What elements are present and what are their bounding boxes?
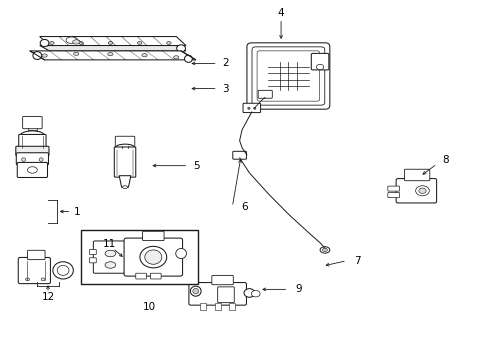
FancyBboxPatch shape <box>246 43 329 109</box>
FancyBboxPatch shape <box>258 90 272 98</box>
Ellipse shape <box>66 37 77 43</box>
Ellipse shape <box>140 246 166 268</box>
Ellipse shape <box>253 107 255 109</box>
Text: 7: 7 <box>353 256 360 266</box>
Ellipse shape <box>105 262 116 268</box>
Ellipse shape <box>144 250 162 264</box>
FancyBboxPatch shape <box>124 238 182 276</box>
Ellipse shape <box>107 53 113 56</box>
Ellipse shape <box>166 41 171 44</box>
Text: 2: 2 <box>222 58 229 68</box>
Bar <box>200 303 205 310</box>
Ellipse shape <box>322 248 327 252</box>
Text: 8: 8 <box>441 155 447 165</box>
Polygon shape <box>40 45 185 51</box>
FancyBboxPatch shape <box>17 162 47 177</box>
FancyBboxPatch shape <box>188 283 246 305</box>
FancyBboxPatch shape <box>93 241 124 273</box>
FancyBboxPatch shape <box>115 136 135 147</box>
Ellipse shape <box>320 247 329 253</box>
Ellipse shape <box>176 45 185 52</box>
Ellipse shape <box>42 54 47 57</box>
Ellipse shape <box>173 56 179 59</box>
Ellipse shape <box>115 144 135 151</box>
FancyBboxPatch shape <box>16 153 48 165</box>
FancyBboxPatch shape <box>251 47 324 105</box>
Ellipse shape <box>74 52 79 55</box>
Ellipse shape <box>50 41 54 44</box>
Ellipse shape <box>184 55 192 62</box>
Polygon shape <box>30 51 195 60</box>
Polygon shape <box>119 176 131 187</box>
Ellipse shape <box>40 40 49 46</box>
FancyBboxPatch shape <box>150 273 161 279</box>
FancyBboxPatch shape <box>114 147 136 177</box>
Ellipse shape <box>53 262 73 279</box>
Ellipse shape <box>316 64 323 70</box>
FancyBboxPatch shape <box>18 257 50 284</box>
FancyBboxPatch shape <box>211 275 233 285</box>
FancyBboxPatch shape <box>232 151 246 159</box>
Ellipse shape <box>247 107 249 109</box>
FancyBboxPatch shape <box>27 250 45 260</box>
Ellipse shape <box>105 250 116 257</box>
Ellipse shape <box>20 131 45 141</box>
Ellipse shape <box>137 41 142 44</box>
Bar <box>229 303 235 310</box>
FancyBboxPatch shape <box>142 231 163 240</box>
Ellipse shape <box>142 54 147 57</box>
FancyBboxPatch shape <box>243 103 260 113</box>
Ellipse shape <box>251 291 260 297</box>
Ellipse shape <box>21 158 25 161</box>
Text: 10: 10 <box>142 302 156 312</box>
Ellipse shape <box>192 288 198 294</box>
Ellipse shape <box>25 278 29 281</box>
Text: 1: 1 <box>74 207 81 217</box>
FancyBboxPatch shape <box>404 169 429 181</box>
FancyBboxPatch shape <box>311 53 328 70</box>
Text: 3: 3 <box>222 84 229 94</box>
FancyBboxPatch shape <box>89 258 96 263</box>
Ellipse shape <box>190 286 201 296</box>
FancyBboxPatch shape <box>16 146 49 156</box>
Ellipse shape <box>41 278 45 281</box>
FancyBboxPatch shape <box>387 186 399 191</box>
Bar <box>81 230 198 284</box>
Ellipse shape <box>175 248 186 258</box>
Bar <box>214 303 220 310</box>
FancyBboxPatch shape <box>136 273 146 279</box>
FancyBboxPatch shape <box>89 249 96 255</box>
Text: 6: 6 <box>241 202 247 212</box>
FancyBboxPatch shape <box>395 179 436 203</box>
FancyBboxPatch shape <box>22 117 42 129</box>
FancyBboxPatch shape <box>387 193 399 198</box>
Ellipse shape <box>244 289 254 297</box>
Text: 9: 9 <box>295 284 302 294</box>
Text: 12: 12 <box>41 292 55 302</box>
Polygon shape <box>40 37 185 45</box>
Text: 11: 11 <box>102 239 115 249</box>
FancyBboxPatch shape <box>19 134 46 148</box>
Ellipse shape <box>418 188 425 193</box>
Ellipse shape <box>108 41 112 44</box>
Ellipse shape <box>415 186 428 196</box>
Ellipse shape <box>79 41 83 44</box>
FancyBboxPatch shape <box>257 51 319 101</box>
Text: 5: 5 <box>193 161 200 171</box>
Ellipse shape <box>73 40 80 44</box>
Ellipse shape <box>39 158 43 161</box>
Ellipse shape <box>33 51 41 59</box>
Ellipse shape <box>27 167 37 173</box>
FancyBboxPatch shape <box>217 287 234 303</box>
Ellipse shape <box>122 186 127 189</box>
Text: 4: 4 <box>277 8 284 18</box>
Ellipse shape <box>57 265 69 275</box>
